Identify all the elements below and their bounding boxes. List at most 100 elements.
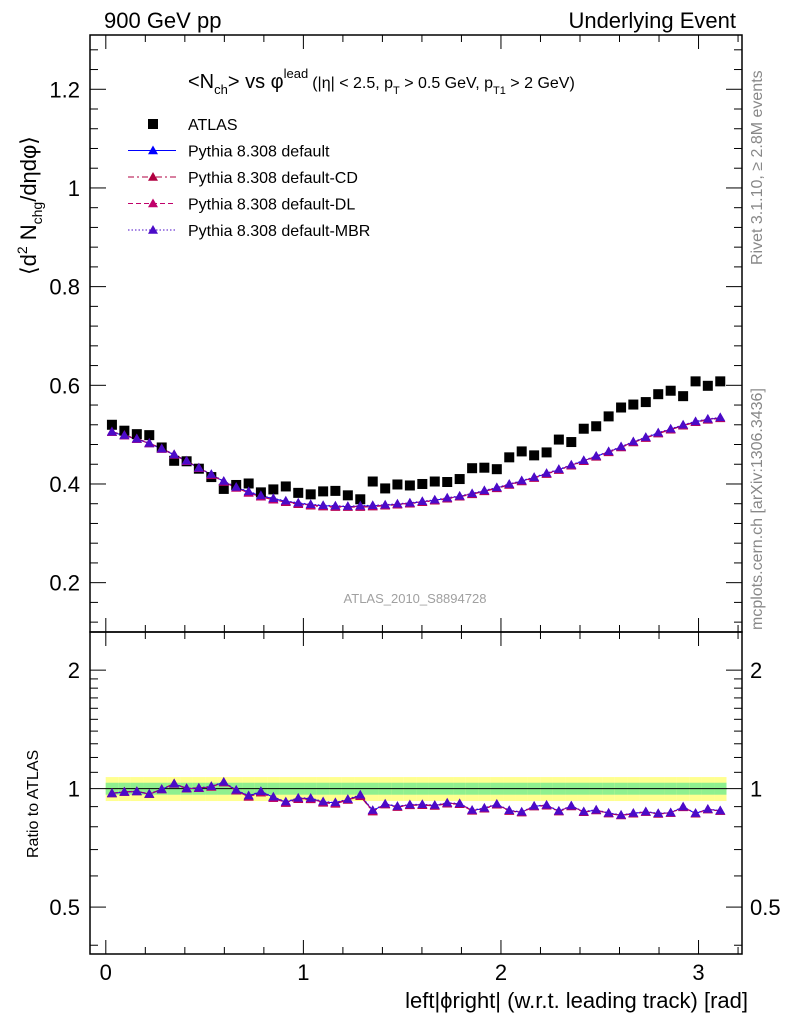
x-tick-label: 1 xyxy=(297,960,309,985)
ratio-data-point xyxy=(504,805,515,814)
atlas-data-point xyxy=(268,484,279,495)
atlas-data-point xyxy=(392,479,403,490)
mc-data-point xyxy=(156,443,167,453)
ratio-data-point xyxy=(616,809,627,819)
atlas-data-point xyxy=(616,402,627,413)
y-tick-label: 0.6 xyxy=(49,373,80,398)
mc-data-point xyxy=(367,500,378,509)
legend-label: Pythia 8.308 default-CD xyxy=(188,170,358,187)
mc-data-point xyxy=(255,490,266,500)
atlas-data-point xyxy=(653,389,664,400)
mc-data-point xyxy=(293,497,304,507)
ratio-data-point xyxy=(231,784,242,794)
atlas-data-point xyxy=(144,430,155,441)
mc-data-point xyxy=(119,430,130,439)
mc-data-point xyxy=(578,455,589,465)
ratio-data-point xyxy=(404,799,415,809)
mc-data-point xyxy=(541,468,552,477)
legend-label: Pythia 8.308 default xyxy=(188,144,330,161)
mc-data-point xyxy=(653,427,664,437)
mc-data-point xyxy=(305,499,316,508)
y-tick-label: 1 xyxy=(68,176,80,201)
ratio-data-point xyxy=(169,778,180,788)
ratio-y-tick-label: 1 xyxy=(68,777,80,802)
legend-entry: Pythia 8.308 default-MBR xyxy=(128,223,370,240)
legend-label: ATLAS xyxy=(188,117,238,134)
legend-marker xyxy=(148,172,158,181)
mc-data-point xyxy=(169,449,180,459)
ratio-data-point xyxy=(491,798,502,808)
atlas-data-point xyxy=(479,462,490,473)
ratio-series-line xyxy=(111,781,721,817)
mc-data-point xyxy=(429,494,440,504)
ratio-data-point xyxy=(603,807,614,817)
mc-data-point xyxy=(491,482,502,492)
atlas-data-point xyxy=(367,476,378,487)
mc-data-point xyxy=(479,485,490,495)
ratio-data-point xyxy=(678,801,689,811)
ratio-y-tick-label-right: 2 xyxy=(750,658,762,683)
mc-data-point xyxy=(566,459,577,469)
mc-data-point xyxy=(616,441,627,451)
legend-marker xyxy=(148,198,158,208)
y-tick-label: 0.8 xyxy=(49,275,80,300)
ratio-data-point xyxy=(467,805,478,814)
ratio-data-point xyxy=(193,782,204,792)
atlas-data-point xyxy=(553,434,564,445)
y-tick-label: 0.2 xyxy=(49,571,80,596)
atlas-data-point xyxy=(504,452,515,463)
main-panel: 0.2 0.4 0.6 0.8 1 1.2 xyxy=(49,34,743,633)
x-tick-label: 2 xyxy=(495,960,507,985)
mc-data-point xyxy=(504,478,515,488)
ratio-y-tick-label-right: 0.5 xyxy=(750,895,781,920)
atlas-data-point xyxy=(318,486,329,497)
ratio-data-point xyxy=(380,798,391,808)
ratio-data-point xyxy=(206,781,217,790)
mc-data-point xyxy=(665,423,676,433)
ratio-data-point xyxy=(715,805,726,815)
atlas-data-point xyxy=(516,446,527,457)
ratio-data-point xyxy=(255,786,266,796)
atlas-data-point xyxy=(665,385,676,396)
mc-data-point xyxy=(330,500,341,510)
legend-entry: ATLAS xyxy=(148,117,238,134)
atlas-data-point xyxy=(467,463,478,474)
ratio-data-point xyxy=(243,790,254,800)
atlas-data-point xyxy=(106,419,117,430)
ratio-data-point xyxy=(268,791,279,801)
atlas-data-point xyxy=(454,474,465,485)
ratio-data-point xyxy=(119,786,130,796)
ratio-data-point xyxy=(591,804,602,814)
mc-data-point xyxy=(392,498,403,508)
ratio-data-point xyxy=(454,798,465,808)
mc-data-point xyxy=(131,433,142,443)
mc-data-point xyxy=(280,495,291,505)
atlas-data-point xyxy=(417,478,428,489)
header-right: Underlying Event xyxy=(568,8,736,33)
mc-data-point xyxy=(231,481,242,491)
ratio-data-point xyxy=(181,783,192,792)
ratio-y-tick-label-right: 1 xyxy=(750,777,762,802)
ratio-data-point xyxy=(541,799,552,809)
rivet-label: Rivet 3.1.10, ≥ 2.8M events xyxy=(749,70,766,265)
legend-label: Pythia 8.308 default-DL xyxy=(188,197,355,214)
ratio-data-point xyxy=(218,776,229,786)
mc-data-point xyxy=(516,475,527,485)
ratio-data-point xyxy=(131,786,142,795)
legend-entry: Pythia 8.308 default xyxy=(128,144,330,161)
atlas-data-point xyxy=(640,397,651,408)
atlas-data-point xyxy=(491,464,502,475)
mc-data-point xyxy=(678,419,689,429)
ratio-data-point xyxy=(479,802,490,812)
ratio-data-point xyxy=(417,799,428,809)
ratio-data-point xyxy=(665,807,676,817)
ratio-data-point xyxy=(280,796,291,806)
ratio-data-point xyxy=(367,805,378,814)
atlas-data-point xyxy=(380,483,391,494)
atlas-data-point xyxy=(529,450,540,461)
ratio-data-point xyxy=(156,784,167,793)
mc-data-point xyxy=(243,486,254,496)
mcplots-label: mcplots.cern.ch [arXiv:1306.3436] xyxy=(749,388,766,630)
mc-data-point xyxy=(603,446,614,456)
